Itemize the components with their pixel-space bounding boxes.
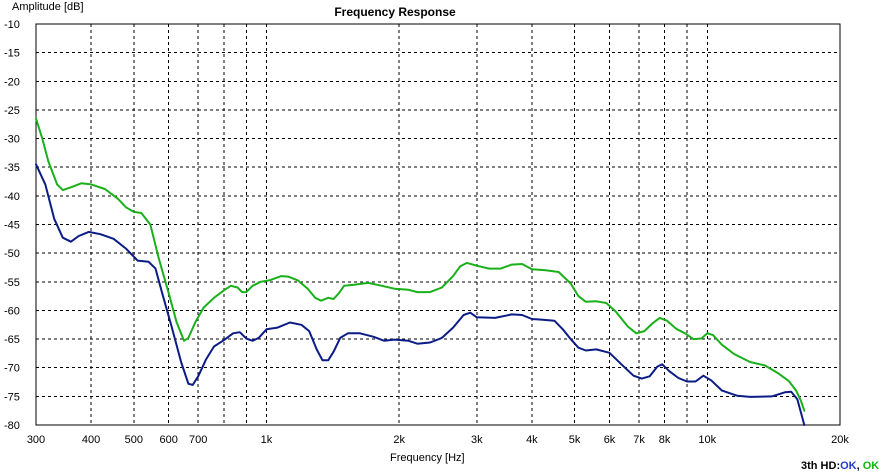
series-line-2 — [35, 163, 806, 426]
y-tick-label: -25 — [4, 105, 20, 117]
y-tick-label: -15 — [4, 48, 20, 60]
y-tick-label: -75 — [4, 391, 20, 403]
y-tick-label: -50 — [4, 248, 20, 260]
y-tick-label: -35 — [4, 162, 20, 174]
series-line-1 — [35, 117, 806, 412]
y-axis-label: Amplitude [dB] — [12, 1, 84, 13]
y-tick-label: -70 — [4, 363, 20, 375]
y-tick-label: -40 — [4, 191, 20, 203]
hd-status-ok-2: OK — [862, 460, 880, 472]
hd-status-ok-1: OK — [840, 460, 857, 472]
hd-status: 3th HD:OK, OK — [801, 460, 879, 472]
y-tick-label: -20 — [4, 76, 20, 88]
y-tick-label: -45 — [4, 220, 20, 232]
y-tick-label: -80 — [4, 420, 20, 432]
x-tick-label: 6k — [604, 434, 616, 446]
chart-title: Frequency Response — [334, 5, 456, 19]
y-tick-label: -60 — [4, 305, 20, 317]
x-tick-label: 10k — [698, 434, 716, 446]
x-tick-label: 4k — [526, 434, 538, 446]
y-tick-label: -65 — [4, 334, 20, 346]
hd-status-prefix: 3th HD: — [801, 460, 841, 472]
x-tick-label: 8k — [659, 434, 671, 446]
y-tick-label: -30 — [4, 134, 20, 146]
x-tick-label: 3k — [471, 434, 483, 446]
x-tick-label: 7k — [633, 434, 645, 446]
x-tick-label: 5k — [569, 434, 581, 446]
x-tick-label: 400 — [82, 434, 100, 446]
x-tick-label: 2k — [393, 434, 405, 446]
hd-status-separator: , — [856, 460, 863, 472]
x-tick-label: 20k — [831, 434, 849, 446]
x-tick-label: 500 — [125, 434, 143, 446]
x-tick-label: 1k — [261, 434, 273, 446]
y-tick-label: -10 — [4, 19, 20, 31]
x-tick-label: 300 — [27, 434, 45, 446]
plot-frame — [35, 23, 841, 426]
x-axis-label: Frequency [Hz] — [390, 452, 465, 464]
x-tick-label: 700 — [189, 434, 207, 446]
y-tick-label: -55 — [4, 277, 20, 289]
x-tick-label: 600 — [160, 434, 178, 446]
